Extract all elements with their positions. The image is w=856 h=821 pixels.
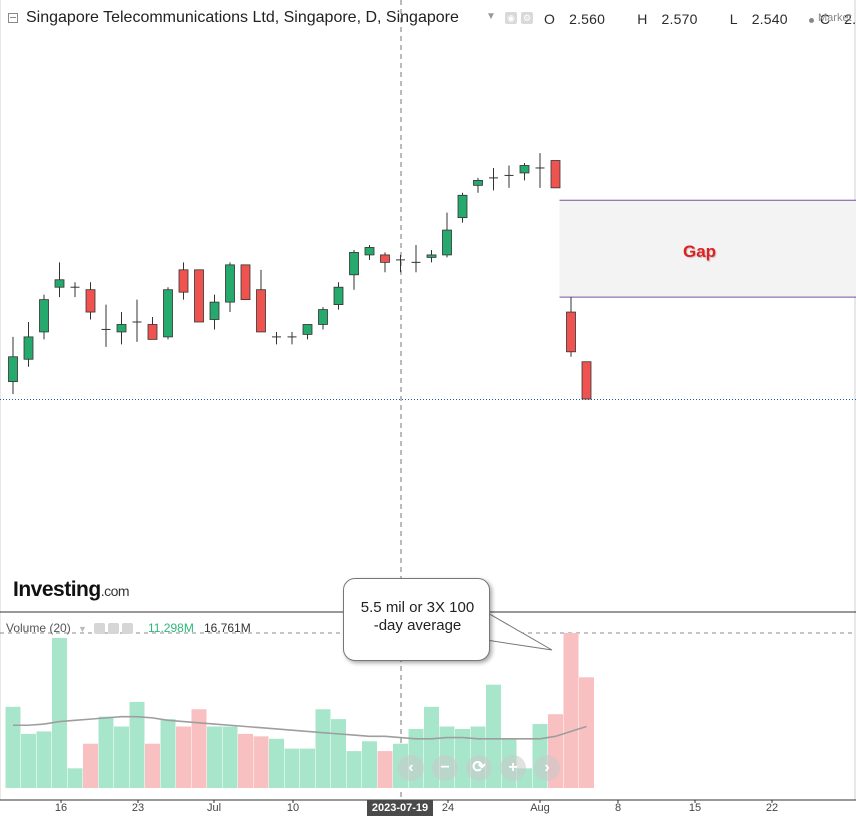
x-tick-label: 16 (55, 802, 67, 814)
candle-body (350, 252, 359, 274)
volume-bar (114, 726, 129, 788)
candle-body (303, 324, 312, 334)
gap-label: Gap (683, 242, 716, 262)
candle-body (520, 165, 529, 172)
investing-logo: Investing.com (13, 578, 129, 602)
candle-body (9, 357, 18, 382)
volume-bar (145, 744, 160, 788)
candle-body (582, 362, 591, 399)
volume-bar (362, 741, 377, 788)
volume-bar (254, 736, 269, 788)
callout-pointer (486, 612, 552, 650)
candle-body (443, 230, 452, 255)
candle-body (24, 337, 33, 359)
low-value: 2.540 (752, 11, 788, 27)
reset-icon[interactable]: ⟳ (466, 755, 492, 781)
volume-header: Volume (20) ▼ 11.298M 16.761M (6, 621, 87, 637)
volume-bar (564, 633, 579, 788)
volume-bar (21, 734, 36, 788)
candle-body (319, 310, 328, 325)
x-tick-label: Jul (207, 802, 221, 814)
candle-body (117, 324, 126, 331)
candle-body (365, 247, 374, 254)
x-tick-label: 24 (442, 802, 454, 814)
volume-icons (94, 621, 136, 635)
chevron-down-icon[interactable]: ▼ (78, 624, 87, 634)
volume-bar (161, 719, 176, 788)
volume-bar (378, 751, 393, 788)
volume-bar (347, 751, 362, 788)
candle-body (458, 195, 467, 217)
open-value: 2.560 (569, 11, 605, 27)
candle-body (427, 255, 436, 257)
volume-bar (83, 744, 98, 788)
volume-bar (192, 709, 207, 788)
market-status: Market (818, 12, 852, 24)
volume-bar (52, 638, 67, 788)
status-dot-icon (809, 18, 814, 23)
volume-bar (99, 717, 114, 788)
volume-ma-value: 16.761M (204, 621, 251, 635)
x-tick-label: 15 (689, 802, 701, 814)
volume-bar (223, 726, 238, 788)
eye-icon[interactable] (94, 623, 105, 634)
x-tick-label: 23 (132, 802, 144, 814)
volume-callout: 5.5 mil or 3X 100 -day average (343, 578, 490, 661)
gear-icon[interactable] (108, 623, 119, 634)
chevron-down-icon[interactable]: ▼ (486, 11, 496, 22)
candle-body (195, 270, 204, 322)
volume-bar (37, 731, 52, 788)
candle-body (334, 287, 343, 304)
minus-icon[interactable]: − (432, 755, 458, 781)
volume-bar (68, 768, 83, 788)
callout-line-2: -day average (344, 617, 491, 635)
crosshair-date: 2023-07-19 (367, 800, 433, 816)
candle-body (164, 290, 173, 337)
x-tick-label: 10 (287, 802, 299, 814)
volume-bar (269, 739, 284, 788)
candle-body (257, 290, 266, 332)
volume-bar (238, 734, 253, 788)
candle-body (551, 161, 560, 188)
volume-bar (6, 707, 21, 788)
candle-body (148, 324, 157, 339)
x-tick-label: Aug (530, 802, 550, 814)
volume-bar (579, 677, 594, 788)
gear-icon[interactable]: ⚙ (521, 12, 533, 24)
candle-body (179, 270, 188, 292)
x-tick-label: 22 (766, 802, 778, 814)
volume-title: Volume (20) (6, 621, 71, 635)
candle-body (241, 265, 250, 300)
eye-icon[interactable]: ◉ (505, 12, 517, 24)
x-tick-label: 8 (615, 802, 621, 814)
candle-body (40, 300, 49, 332)
plus-icon[interactable]: + (500, 755, 526, 781)
close-icon[interactable] (122, 623, 133, 634)
candle-body (567, 312, 576, 352)
volume-bar (207, 726, 222, 788)
callout-line-1: 5.5 mil or 3X 100 (344, 599, 491, 617)
symbol-title[interactable]: Singapore Telecommunications Ltd, Singap… (26, 9, 459, 27)
candle-body (210, 302, 219, 319)
candle-body (474, 180, 483, 185)
candle-body (381, 255, 390, 262)
volume-bar (316, 709, 331, 788)
candle-body (226, 265, 235, 302)
collapse-icon[interactable] (8, 13, 18, 23)
high-value: 2.570 (662, 11, 698, 27)
chevron-left-icon[interactable]: ‹ (398, 755, 424, 781)
volume-bar (176, 726, 191, 788)
chart-header: Singapore Telecommunications Ltd, Singap… (0, 7, 856, 33)
volume-bar (130, 702, 145, 788)
volume-bar (285, 749, 300, 788)
volume-bar (331, 719, 346, 788)
candle-body (86, 290, 95, 312)
volume-bar (300, 749, 315, 788)
candle-body (55, 280, 64, 287)
chevron-right-icon[interactable]: › (534, 755, 560, 781)
volume-value: 11.298M (148, 621, 194, 635)
